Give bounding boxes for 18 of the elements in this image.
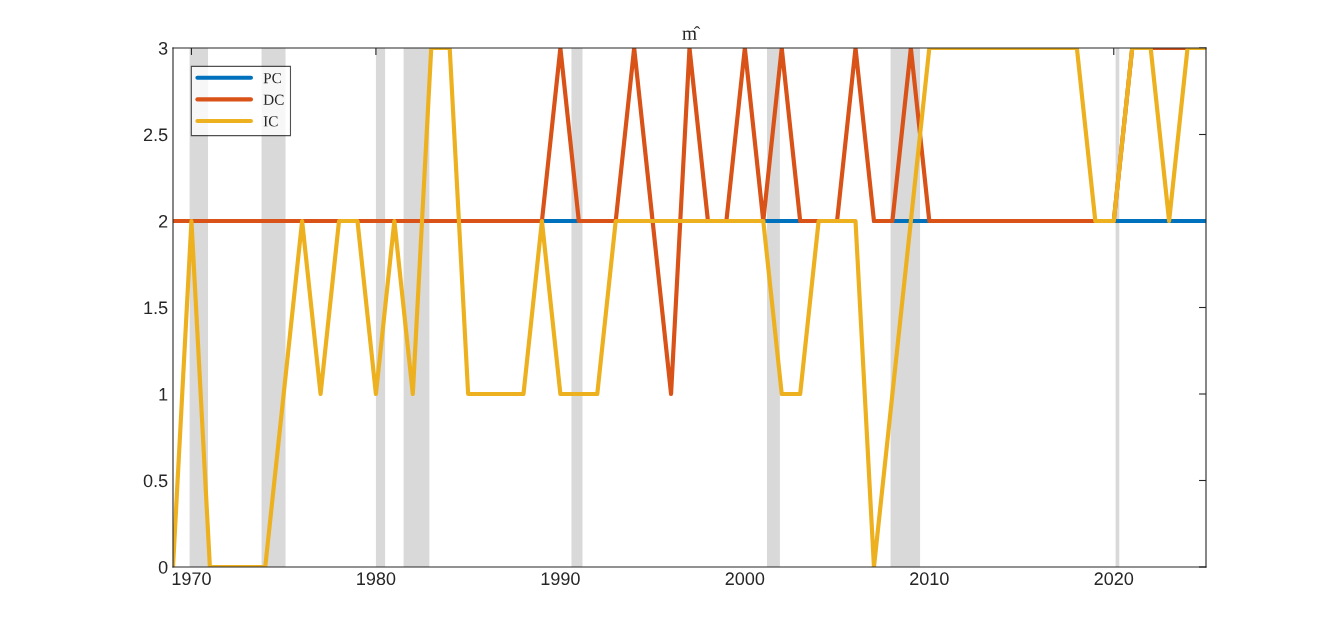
y-tick-label: 2 [159,214,168,228]
chart-title: m̂ [682,26,701,40]
x-tick-label: 2000 [725,572,765,586]
y-tick-label: 0 [158,560,168,574]
x-tick-label: 2010 [910,572,949,586]
x-tick-label: 1990 [541,572,580,586]
y-tick-label: 1 [159,388,168,401]
x-tick-label: 2020 [1094,572,1134,586]
x-tick-label: 1970 [172,572,211,586]
y-tick-label: 2.5 [143,128,168,142]
y-tick-label: 0.5 [143,474,168,488]
legend-label: PC [263,73,281,84]
legend-label: IC [263,116,278,127]
line-series [173,48,1206,567]
y-tick-label: 3 [158,41,168,55]
legend-label: DC [263,94,284,105]
y-tick-label: 1.5 [144,301,168,315]
x-tick-label: 1980 [357,572,396,586]
